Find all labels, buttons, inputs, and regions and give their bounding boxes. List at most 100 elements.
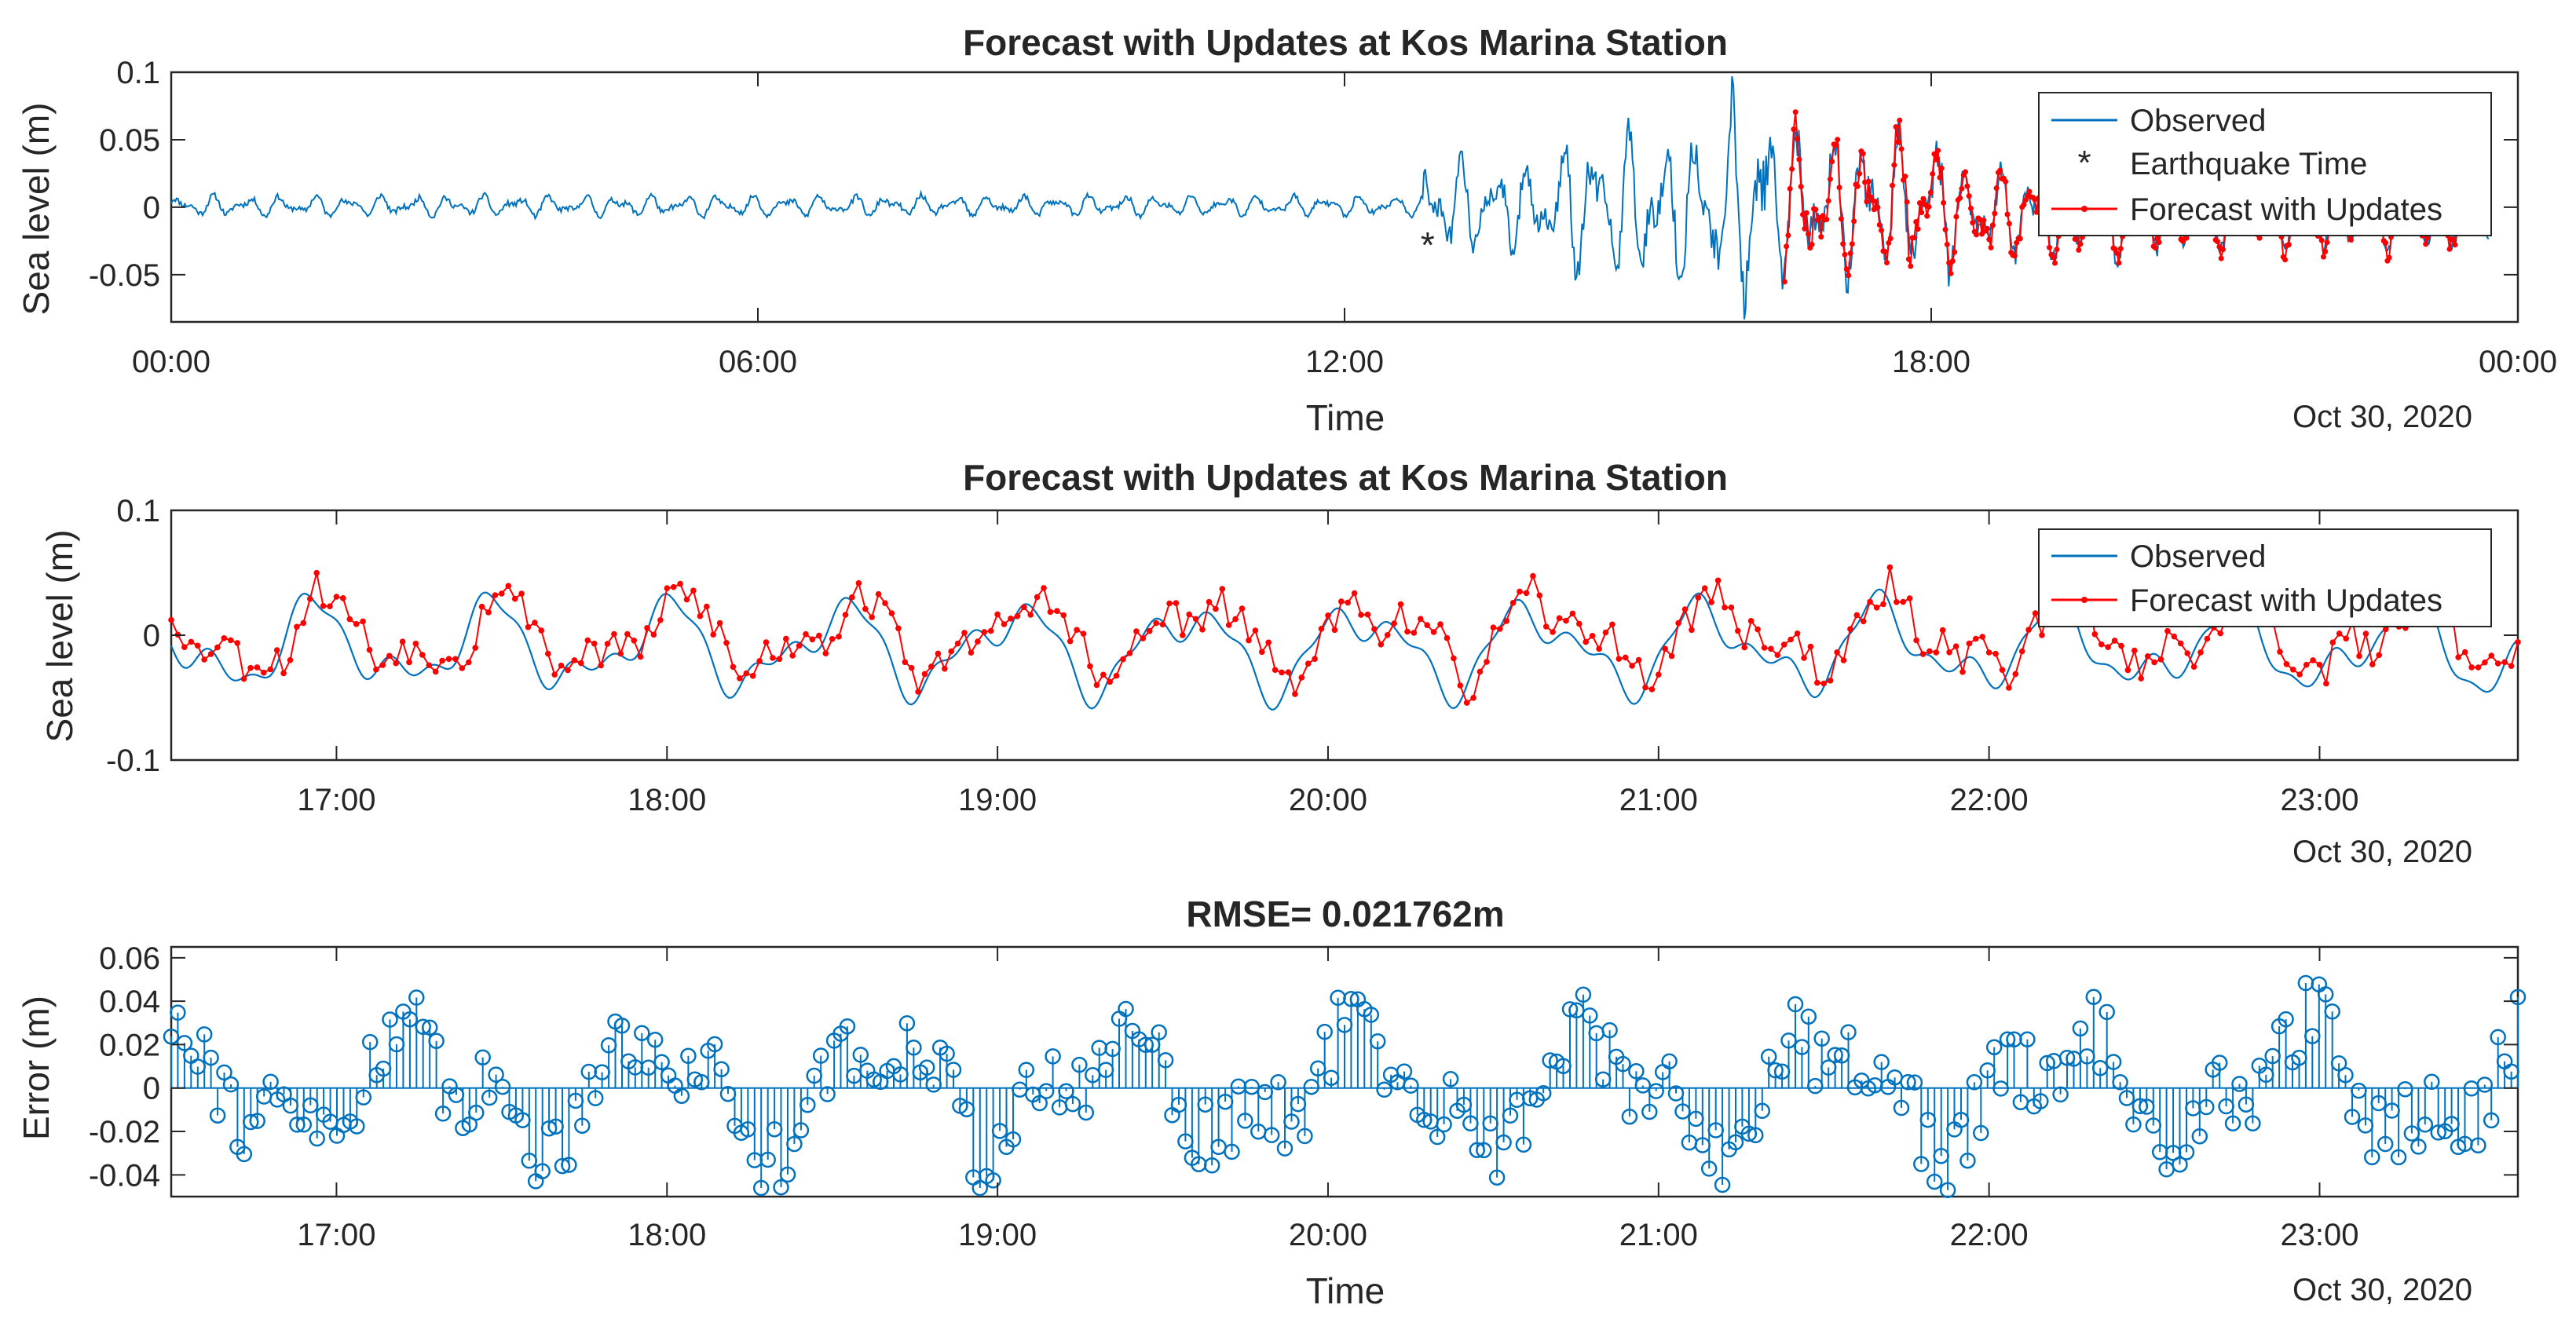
forecast-marker: [1937, 174, 1943, 181]
y-tick-label: 0: [143, 619, 160, 653]
forecast-marker: [1153, 619, 1159, 627]
forecast-marker: [1265, 639, 1272, 646]
forecast-marker: [1895, 139, 1901, 145]
forecast-marker: [1860, 618, 1867, 625]
forecast-marker: [2468, 664, 2475, 671]
error-marker: [1913, 1156, 1930, 1172]
error-marker: [1495, 1134, 1512, 1151]
forecast-marker: [181, 644, 188, 650]
chart-top-y-label: Sea level (m): [16, 103, 57, 316]
error-marker: [1488, 1169, 1506, 1186]
forecast-marker: [1312, 656, 1318, 662]
error-marker: [985, 1172, 1001, 1189]
error-marker: [1827, 1047, 1843, 1063]
forecast-marker: [1259, 649, 1265, 656]
legend-forecast-marker: [2081, 206, 2088, 212]
forecast-marker: [346, 616, 353, 623]
forecast-marker: [2111, 638, 2118, 644]
error-marker: [2417, 1117, 2434, 1133]
forecast-marker: [1437, 621, 1444, 627]
forecast-marker: [1935, 148, 1941, 154]
error-marker: [1800, 1008, 1817, 1025]
forecast-marker: [1219, 586, 1226, 592]
forecast-marker: [1882, 249, 1888, 254]
error-marker: [1615, 1055, 1631, 1073]
error-marker: [1363, 1007, 1380, 1023]
forecast-marker: [1946, 649, 1952, 656]
forecast-marker: [1865, 178, 1872, 185]
forecast-marker: [1741, 644, 1747, 651]
y-tick-label: 0.1: [116, 494, 160, 528]
forecast-marker: [2164, 627, 2171, 634]
error-marker: [1316, 1023, 1333, 1040]
forecast-marker: [2494, 660, 2501, 667]
forecast-marker: [1867, 598, 1873, 605]
forecast-marker: [928, 663, 935, 670]
error-marker: [1700, 1160, 1718, 1177]
forecast-marker: [1589, 633, 1596, 639]
forecast-marker: [1875, 204, 1881, 210]
forecast-marker: [1232, 616, 1239, 623]
error-marker: [1621, 1108, 1638, 1125]
forecast-marker: [1107, 678, 1113, 685]
forecast-marker: [240, 675, 247, 682]
error-marker: [1535, 1085, 1552, 1102]
forecast-marker: [783, 635, 789, 642]
error-marker: [540, 1120, 558, 1137]
chart-middle-date-label: Oct 30, 2020: [2292, 835, 2472, 869]
error-marker: [634, 1025, 650, 1041]
forecast-marker: [1957, 195, 1963, 201]
forecast-marker: [466, 659, 472, 666]
forecast-marker: [1034, 594, 1041, 601]
error-marker: [249, 1113, 265, 1129]
forecast-marker: [822, 650, 829, 656]
forecast-marker: [1835, 137, 1841, 143]
forecast-marker: [1897, 117, 1903, 123]
forecast-marker: [763, 639, 770, 645]
x-tick-label: 00:00: [2479, 345, 2557, 379]
forecast-marker: [1563, 617, 1569, 624]
forecast-marker: [1964, 183, 1970, 189]
forecast-marker: [1931, 151, 1937, 157]
error-marker: [488, 1066, 504, 1083]
forecast-marker: [2446, 246, 2453, 252]
forecast-marker: [2383, 239, 2389, 246]
error-marker: [1873, 1054, 1890, 1070]
forecast-marker: [1768, 645, 1774, 652]
forecast-marker: [1941, 199, 1947, 206]
forecast-marker: [1927, 189, 1934, 196]
forecast-marker: [1497, 626, 1503, 632]
x-tick-label: 19:00: [958, 783, 1037, 817]
x-tick-label: 18:00: [1892, 345, 1970, 379]
forecast-marker: [1924, 213, 1930, 219]
forecast-marker: [1832, 142, 1839, 148]
forecast-marker: [2032, 610, 2039, 616]
forecast-marker: [2329, 639, 2336, 645]
error-marker: [1243, 1078, 1261, 1095]
error-marker: [1157, 1052, 1174, 1069]
forecast-marker: [2323, 680, 2329, 687]
forecast-marker: [942, 665, 948, 672]
forecast-marker: [393, 660, 400, 667]
forecast-marker: [1358, 612, 1364, 618]
error-marker: [561, 1157, 577, 1173]
forecast-marker: [366, 646, 373, 653]
forecast-marker: [439, 657, 445, 664]
forecast-marker: [1952, 249, 1958, 255]
forecast-marker: [591, 640, 598, 647]
forecast-marker: [2116, 260, 2122, 266]
forecast-marker: [2376, 652, 2382, 659]
forecast-marker: [386, 652, 393, 660]
forecast-marker: [1834, 649, 1840, 656]
forecast-marker: [981, 629, 988, 635]
forecast-marker: [1916, 200, 1923, 206]
forecast-marker: [1796, 156, 1802, 163]
y-tick-label: 0.04: [99, 985, 160, 1019]
forecast-marker: [2014, 239, 2020, 246]
error-marker: [1747, 1127, 1764, 1144]
error-marker: [1999, 1031, 2016, 1047]
forecast-marker: [1795, 136, 1800, 142]
forecast-marker: [1986, 236, 1992, 243]
forecast-marker: [1843, 266, 1850, 272]
forecast-marker: [1842, 251, 1848, 258]
